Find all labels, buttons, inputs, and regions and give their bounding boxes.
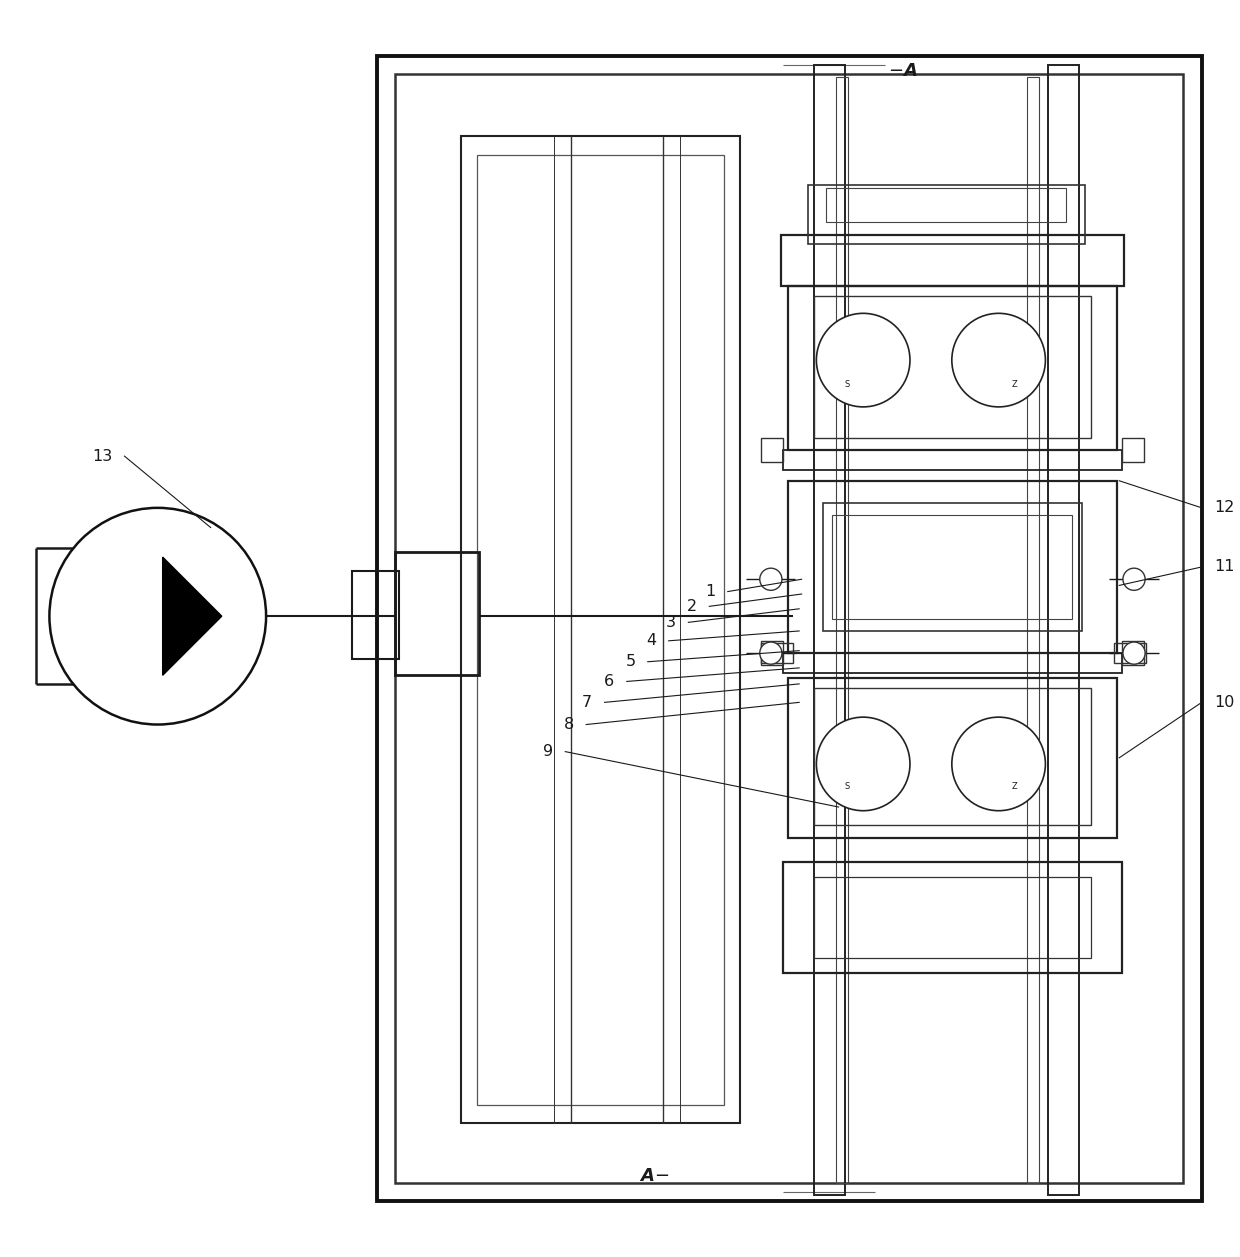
Text: 2: 2 (687, 598, 697, 613)
Bar (789, 678, 1117, 838)
Bar (761, 437, 784, 463)
Circle shape (816, 718, 910, 811)
Bar (813, 297, 1091, 437)
Bar (784, 450, 1122, 470)
Bar (1048, 64, 1079, 1195)
Polygon shape (162, 557, 222, 675)
Bar (836, 77, 848, 1183)
Text: A$-$: A$-$ (639, 1168, 670, 1185)
Text: Z: Z (1012, 380, 1018, 390)
Text: 10: 10 (1214, 695, 1235, 710)
Bar (813, 877, 1091, 958)
Circle shape (1123, 642, 1145, 664)
Text: 5: 5 (625, 654, 635, 669)
Bar (784, 654, 1122, 672)
Bar (813, 64, 844, 1195)
Text: 3: 3 (666, 615, 676, 630)
Bar (1122, 641, 1143, 665)
Circle shape (816, 313, 910, 407)
Bar (396, 552, 479, 675)
Text: 7: 7 (583, 695, 593, 710)
Bar (1115, 644, 1146, 662)
Bar (807, 185, 1085, 244)
Bar (377, 57, 1202, 1200)
Circle shape (760, 568, 782, 591)
Bar (460, 136, 740, 1124)
Bar (761, 641, 784, 665)
Bar (826, 187, 1066, 222)
Bar (789, 287, 1117, 450)
Text: $-$A: $-$A (888, 62, 918, 79)
Bar (822, 503, 1083, 631)
Text: S: S (844, 782, 849, 791)
Circle shape (760, 642, 782, 664)
Text: 4: 4 (646, 634, 656, 649)
Text: 12: 12 (1214, 500, 1235, 515)
Text: S: S (844, 380, 849, 390)
Circle shape (50, 508, 267, 724)
Bar (832, 515, 1073, 618)
Circle shape (952, 718, 1045, 811)
Circle shape (1123, 568, 1145, 591)
Bar (396, 74, 1183, 1183)
Bar (476, 155, 724, 1105)
Bar (784, 862, 1122, 973)
Bar (761, 644, 794, 662)
Text: 6: 6 (604, 674, 615, 689)
Bar (1027, 77, 1039, 1183)
Bar (352, 571, 399, 659)
Bar (781, 235, 1125, 287)
Circle shape (952, 313, 1045, 407)
Bar (1122, 437, 1143, 463)
Text: 11: 11 (1214, 559, 1235, 574)
Text: 9: 9 (543, 744, 553, 759)
Bar (813, 688, 1091, 826)
Text: 1: 1 (706, 585, 715, 600)
Bar (789, 480, 1117, 654)
Text: 13: 13 (92, 449, 112, 464)
Text: 8: 8 (564, 716, 574, 732)
Text: Z: Z (1012, 782, 1018, 791)
